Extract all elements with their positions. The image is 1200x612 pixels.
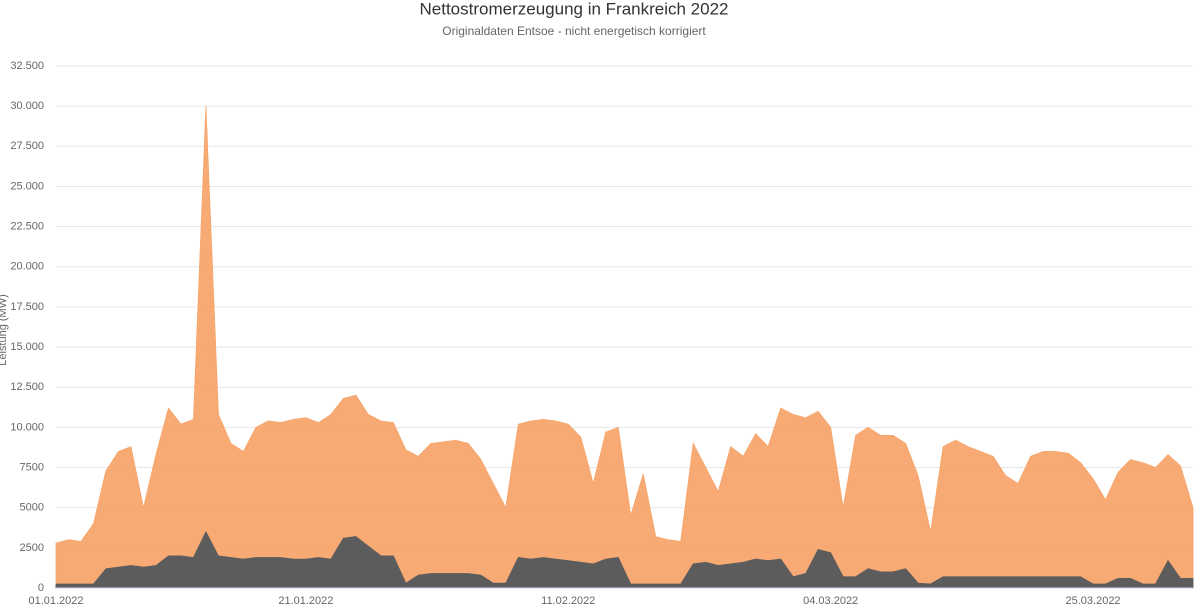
y-tick-label: 15.000 bbox=[10, 341, 44, 353]
y-tick-label: 32.500 bbox=[10, 60, 44, 72]
x-tick-label: 21.01.2022 bbox=[278, 595, 333, 607]
x-tick-label: 11.02.2022 bbox=[541, 595, 595, 607]
y-tick-label: 22.500 bbox=[10, 221, 44, 233]
chart-subtitle: Originaldaten Entsoe - nicht energetisch… bbox=[442, 24, 706, 38]
area bbox=[55, 530, 1194, 589]
y-tick-label: 25.000 bbox=[10, 180, 44, 192]
y-tick-label: 0 bbox=[38, 582, 44, 594]
y-tick-label: 10.000 bbox=[10, 421, 44, 433]
area bbox=[55, 106, 1194, 589]
y-tick-label: 2500 bbox=[20, 542, 44, 554]
y-tick-label: 5000 bbox=[20, 502, 44, 514]
y-tick-label: 17.500 bbox=[10, 301, 44, 313]
y-axis-label: Leistung (MW) bbox=[0, 294, 9, 366]
x-tick-label: 01.01.2022 bbox=[28, 595, 83, 607]
x-tick-label: 25.03.2022 bbox=[1066, 595, 1121, 607]
y-tick-label: 12.500 bbox=[10, 381, 44, 393]
chart-title: Nettostromerzeugung in Frankreich 2022 bbox=[420, 0, 729, 18]
y-tick-label: 27.500 bbox=[10, 140, 44, 152]
y-tick-label: 7500 bbox=[20, 461, 44, 473]
y-tick-label: 20.000 bbox=[10, 261, 44, 273]
x-tick-label: 04.03.2022 bbox=[803, 595, 858, 607]
y-tick-label: 30.000 bbox=[10, 100, 44, 112]
